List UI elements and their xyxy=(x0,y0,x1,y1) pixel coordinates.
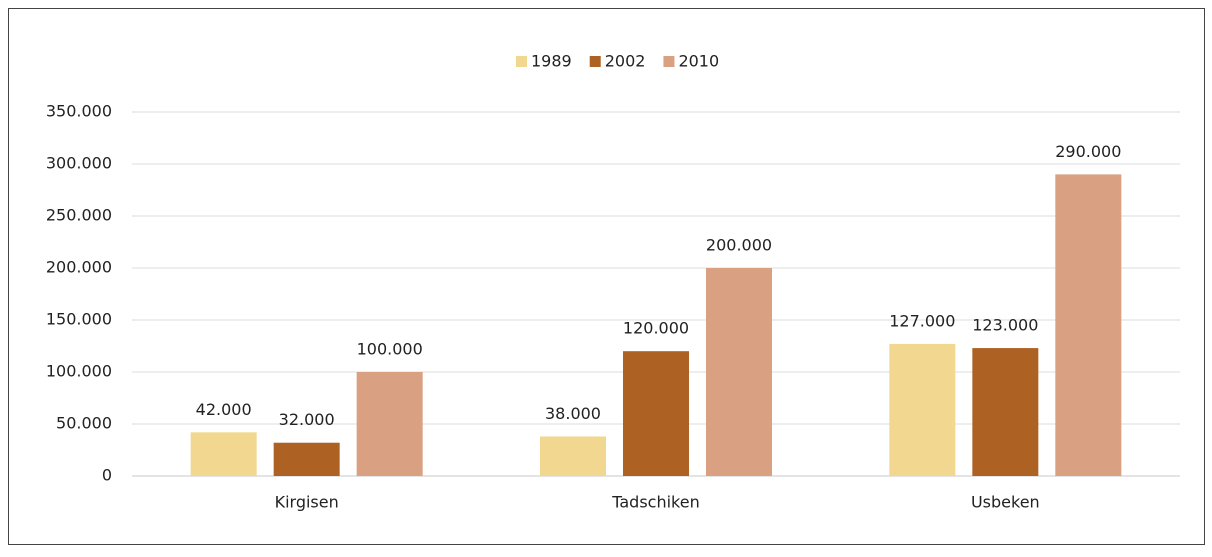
bar xyxy=(972,348,1039,476)
legend-swatch xyxy=(589,56,601,67)
legend-label: 2010 xyxy=(678,52,719,71)
chart-border xyxy=(8,8,1205,545)
bar xyxy=(190,432,257,476)
y-tick-label: 250.000 xyxy=(46,206,112,225)
x-tick-label: Usbeken xyxy=(971,493,1040,512)
legend-swatch xyxy=(516,56,527,67)
bar xyxy=(1055,174,1122,476)
y-tick-label: 350.000 xyxy=(46,102,112,121)
bar xyxy=(623,351,689,476)
bar xyxy=(356,372,423,476)
data-label: 32.000 xyxy=(279,410,335,429)
legend-swatch xyxy=(663,56,675,67)
y-tick-label: 100.000 xyxy=(46,362,112,381)
bar xyxy=(540,436,606,476)
data-label: 290.000 xyxy=(1055,142,1121,161)
data-label: 38.000 xyxy=(545,404,601,423)
data-label: 127.000 xyxy=(889,311,955,330)
data-label: 123.000 xyxy=(972,316,1038,335)
x-tick-label: Kirgisen xyxy=(275,493,339,512)
legend-label: 1989 xyxy=(531,52,572,71)
y-tick-label: 200.000 xyxy=(46,258,112,277)
x-tick-label: Tadschiken xyxy=(611,493,699,512)
y-tick-label: 0 xyxy=(102,466,112,485)
legend-label: 2002 xyxy=(605,52,646,71)
data-label: 42.000 xyxy=(196,400,252,419)
data-label: 200.000 xyxy=(706,236,772,255)
bar xyxy=(889,343,956,476)
data-label: 100.000 xyxy=(357,340,423,359)
bar xyxy=(273,442,340,476)
y-tick-label: 50.000 xyxy=(56,414,112,433)
y-tick-label: 300.000 xyxy=(46,154,112,173)
bar xyxy=(706,268,772,476)
y-tick-label: 150.000 xyxy=(46,310,112,329)
data-label: 120.000 xyxy=(623,319,689,338)
